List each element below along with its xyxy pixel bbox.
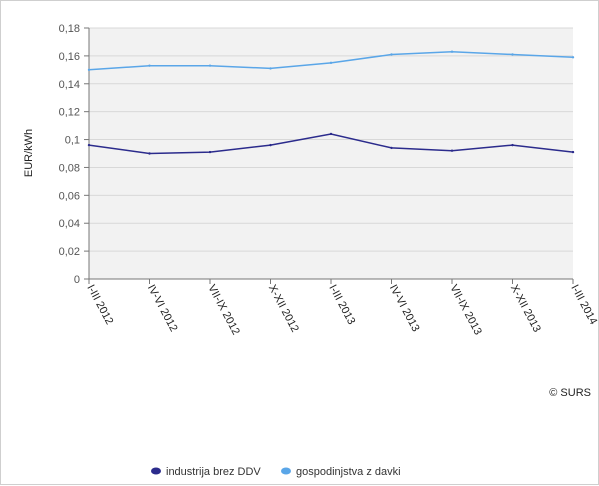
- y-axis-ticks: 0 0,02 0,04 0,06 0,08 0,1 0,12 0,14 0,16 0,18: [59, 23, 89, 286]
- data-point: [87, 143, 91, 147]
- x-tick-label: VII-IX 2012: [205, 283, 241, 337]
- y-tick-label: 0,16: [59, 51, 80, 63]
- y-tick-label: 0,08: [59, 162, 80, 174]
- credit-text: © SURS: [549, 387, 591, 399]
- x-tick-label: IV-VI 2012: [145, 283, 180, 334]
- data-point: [148, 152, 151, 155]
- data-point: [269, 67, 272, 70]
- data-point: [571, 56, 575, 59]
- data-point: [208, 64, 212, 67]
- data-point: [390, 146, 393, 150]
- y-tick-label: 0,1: [65, 135, 80, 147]
- y-tick-label: 0: [74, 274, 80, 286]
- x-tick-label: I-III 2013: [326, 283, 357, 327]
- data-point: [148, 64, 151, 67]
- legend-marker: [281, 467, 291, 475]
- legend-marker: [151, 467, 161, 475]
- data-point: [269, 143, 272, 147]
- y-tick-label: 0,02: [59, 246, 80, 258]
- y-axis-title: EUR/kWh: [23, 129, 35, 177]
- x-tick-label: X-XII 2012: [266, 283, 301, 335]
- data-point: [390, 53, 393, 56]
- legend[interactable]: industrija brez DDV gospodinjstva z davki: [151, 466, 401, 478]
- legend-item[interactable]: industrija brez DDV: [151, 466, 261, 478]
- y-tick-label: 0,12: [59, 107, 80, 119]
- y-tick-label: 0,06: [59, 190, 80, 202]
- data-point: [208, 150, 212, 154]
- data-point: [450, 149, 454, 152]
- x-tick-label: X-XII 2013: [508, 283, 543, 335]
- data-point: [511, 143, 514, 147]
- legend-label: gospodinjstva z davki: [296, 466, 401, 478]
- y-tick-label: 0,18: [59, 23, 80, 35]
- data-point: [511, 53, 514, 56]
- data-point: [571, 150, 575, 154]
- x-axis-ticks: I-III 2012 IV-VI 2012 VII-IX 2012 X-XII 201…: [84, 279, 599, 337]
- x-tick-label: VII-IX 2013: [447, 283, 483, 337]
- x-tick-label: I-III 2012: [84, 283, 115, 327]
- y-tick-label: 0,14: [59, 79, 80, 91]
- y-tick-label: 0,04: [59, 218, 80, 230]
- series-lines: [87, 50, 575, 155]
- x-tick-label: I-III 2014: [568, 283, 599, 327]
- legend-label: industrija brez DDV: [166, 466, 261, 478]
- data-point: [329, 132, 333, 136]
- data-point: [329, 61, 333, 65]
- data-point: [450, 50, 454, 53]
- data-point: [87, 68, 91, 72]
- legend-item[interactable]: gospodinjstva z davki: [281, 466, 401, 478]
- x-tick-label: IV-VI 2013: [387, 283, 422, 334]
